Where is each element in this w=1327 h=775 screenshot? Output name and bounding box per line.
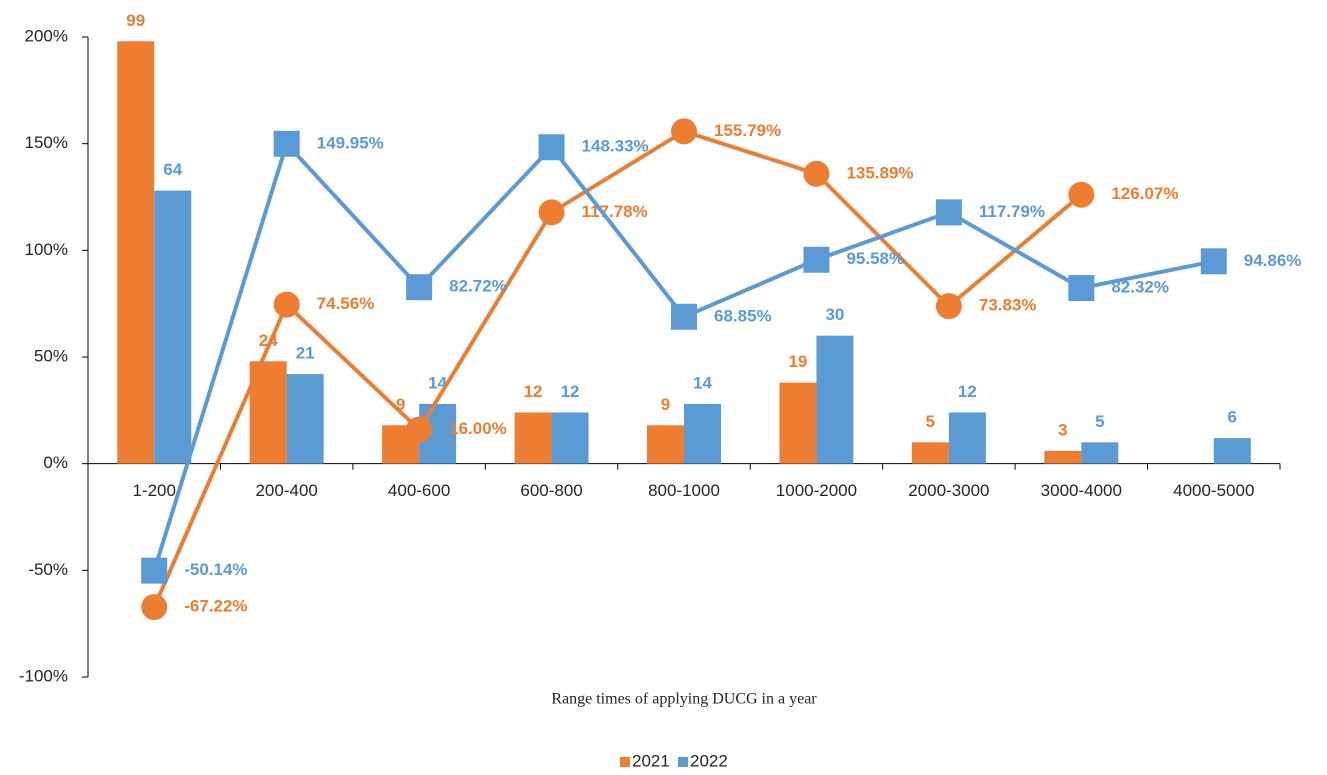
bar: [816, 335, 854, 464]
line-label: 74.56%: [317, 294, 375, 313]
marker: [671, 118, 697, 145]
legend-label: 2022: [690, 751, 728, 770]
bar-label: 3: [1058, 420, 1067, 439]
y-tick-label: -50%: [28, 560, 68, 579]
marker: [273, 291, 300, 318]
marker: [141, 594, 168, 621]
x-tick-label: 1000-2000: [776, 481, 857, 500]
line-label: 16.00%: [449, 419, 507, 438]
line-label: 82.72%: [449, 277, 507, 296]
line-label: 95.58%: [846, 249, 904, 268]
legend-swatch: [620, 757, 630, 767]
x-tick-label: 200-400: [255, 481, 317, 500]
marker: [935, 199, 962, 226]
bar: [647, 425, 684, 464]
y-tick-label: 200%: [25, 26, 68, 45]
bar-label: 9: [396, 395, 405, 414]
bar: [1081, 442, 1119, 464]
bar-label: 64: [163, 160, 182, 179]
x-tick-label: 4000-5000: [1173, 481, 1254, 500]
bar-label: 21: [296, 344, 315, 363]
bar-label: 14: [693, 373, 712, 392]
marker: [671, 303, 697, 330]
line-label: 155.79%: [714, 121, 781, 140]
bar: [551, 412, 589, 464]
bar: [948, 412, 986, 464]
line-label: 82.32%: [1111, 278, 1169, 297]
legend-swatch: [678, 757, 688, 767]
x-tick-label: 1-200: [132, 481, 175, 500]
x-tick-label: 2000-3000: [908, 481, 989, 500]
legend-label: 2021: [632, 751, 670, 770]
x-tick-label: 400-600: [388, 481, 450, 500]
line-label: 94.86%: [1244, 251, 1302, 270]
bar: [1213, 438, 1251, 464]
bar-label: 12: [561, 382, 580, 401]
marker: [538, 199, 565, 226]
bar: [1044, 450, 1082, 464]
x-axis-title: Range times of applying DUCG in a year: [551, 691, 817, 708]
x-tick-label: 3000-4000: [1041, 481, 1122, 500]
bar: [514, 412, 552, 464]
marker: [803, 160, 830, 187]
marker: [803, 246, 830, 273]
line-label: 135.89%: [846, 163, 913, 182]
bar: [684, 403, 721, 464]
marker: [1068, 275, 1095, 302]
line: [152, 129, 1083, 608]
marker: [935, 293, 962, 320]
bar: [117, 41, 155, 464]
bar-label: 12: [958, 382, 977, 401]
bar-label: 19: [788, 352, 807, 371]
marker: [406, 274, 433, 301]
line-label: 117.79%: [979, 202, 1045, 221]
y-tick-label: 100%: [25, 240, 68, 259]
bar-label: 9: [661, 395, 670, 414]
x-tick-label: 600-800: [520, 481, 582, 500]
bar-label: 5: [926, 412, 935, 431]
line-label: 117.78%: [582, 202, 648, 221]
marker: [141, 557, 168, 584]
x-tick-label: 800-1000: [648, 481, 720, 500]
bar-label: 5: [1095, 412, 1104, 431]
marker: [406, 416, 433, 443]
bar: [779, 382, 817, 464]
y-tick-label: 50%: [34, 346, 68, 365]
bar: [911, 442, 949, 464]
bar: [154, 190, 192, 464]
line-label: 126.07%: [1111, 184, 1178, 203]
y-tick-label: -100%: [19, 666, 68, 685]
marker: [1200, 248, 1227, 275]
line-label: 68.85%: [714, 306, 772, 325]
bar-label: 12: [524, 382, 543, 401]
marker: [1068, 181, 1095, 208]
y-tick-label: 0%: [43, 453, 68, 472]
line-label: -67.22%: [184, 597, 247, 616]
marker: [538, 134, 565, 161]
bar-label: 30: [825, 305, 844, 324]
line-label: 148.33%: [582, 137, 649, 156]
marker: [273, 130, 300, 157]
line-label: 73.83%: [979, 296, 1037, 315]
bar-label: 99: [126, 11, 145, 30]
bar: [286, 374, 324, 464]
line-label: 149.95%: [317, 133, 384, 152]
bar-label: 6: [1228, 408, 1237, 427]
y-tick-label: 150%: [25, 133, 68, 152]
line-label: -50.14%: [184, 560, 247, 579]
